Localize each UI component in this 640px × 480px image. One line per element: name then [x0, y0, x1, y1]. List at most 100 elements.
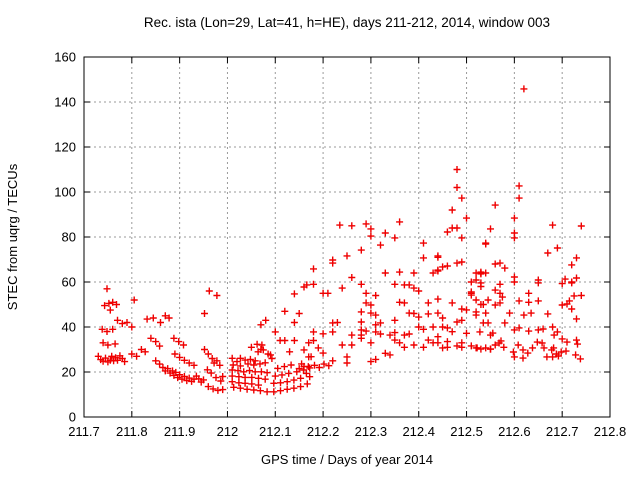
data-point-marker	[496, 299, 504, 307]
data-point-marker	[527, 309, 535, 317]
data-point-marker	[152, 338, 160, 346]
x-tick-label: 212.4	[402, 424, 435, 439]
data-point-marker	[200, 376, 207, 384]
data-point-marker	[515, 182, 523, 190]
data-point-marker	[415, 313, 423, 321]
data-point-marker	[236, 354, 244, 362]
data-point-marker	[562, 347, 570, 355]
data-point-marker	[396, 218, 404, 226]
data-point-marker	[391, 316, 399, 324]
data-point-marker	[553, 244, 561, 252]
data-point-marker	[348, 331, 356, 339]
x-tick-label: 212.1	[259, 424, 292, 439]
data-point-marker	[549, 221, 557, 229]
data-point-marker	[277, 379, 284, 387]
data-point-marker	[538, 339, 546, 347]
data-point-marker	[458, 258, 466, 266]
data-point-marker	[300, 362, 308, 370]
data-point-marker	[320, 360, 328, 368]
data-point-marker	[514, 341, 522, 349]
data-point-marker	[573, 315, 580, 323]
data-point-marker	[561, 275, 569, 283]
data-point-marker	[357, 308, 365, 316]
data-point-marker	[229, 361, 237, 369]
data-point-marker	[533, 338, 541, 346]
data-point-marker	[434, 253, 442, 261]
data-point-marker	[310, 280, 317, 288]
data-point-marker	[137, 346, 145, 353]
data-point-marker	[329, 328, 337, 336]
data-point-marker	[473, 344, 481, 352]
data-point-marker	[209, 385, 217, 393]
data-point-marker	[169, 367, 176, 375]
data-point-marker	[219, 373, 227, 380]
data-point-marker	[420, 325, 427, 333]
data-point-marker	[105, 299, 113, 307]
data-point-marker	[319, 349, 327, 357]
data-point-marker	[130, 296, 138, 304]
data-point-marker	[287, 361, 295, 369]
data-point-marker	[338, 341, 346, 349]
data-point-marker	[235, 373, 243, 381]
data-point-marker	[208, 355, 216, 362]
data-point-marker	[381, 229, 389, 237]
data-point-marker	[348, 341, 356, 349]
data-point-marker	[479, 301, 487, 308]
data-point-marker	[149, 314, 157, 322]
data-point-marker	[262, 316, 270, 324]
data-point-marker	[357, 280, 365, 288]
data-point-marker	[161, 312, 169, 320]
data-point-marker	[152, 357, 160, 365]
data-point-marker	[491, 260, 499, 268]
data-point-marker	[405, 281, 413, 289]
data-point-marker	[558, 335, 566, 343]
data-point-marker	[377, 330, 384, 338]
data-point-marker	[476, 328, 484, 336]
data-point-marker	[295, 365, 303, 373]
data-point-marker	[553, 328, 561, 336]
data-point-marker	[558, 280, 566, 288]
data-point-marker	[219, 386, 227, 394]
data-point-marker	[357, 318, 365, 326]
data-point-marker	[241, 373, 249, 381]
data-point-marker	[290, 337, 298, 344]
data-point-marker	[336, 221, 344, 229]
data-point-marker	[506, 309, 514, 317]
data-point-marker	[280, 363, 288, 371]
data-point-marker	[448, 206, 456, 214]
data-point-marker	[491, 341, 499, 349]
data-point-marker	[101, 302, 109, 310]
data-point-marker	[372, 328, 380, 336]
data-point-marker	[405, 330, 413, 338]
data-point-marker	[172, 368, 180, 376]
data-point-marker	[362, 220, 370, 228]
data-point-marker	[463, 214, 470, 222]
data-point-marker	[205, 287, 213, 295]
data-point-marker	[102, 354, 109, 362]
data-point-marker	[510, 326, 518, 334]
data-point-marker	[305, 339, 313, 347]
data-point-marker	[501, 264, 509, 272]
data-point-marker	[271, 328, 279, 336]
y-tick-labels: 0 20 40 60 80 100 120 140 160	[54, 50, 76, 425]
data-point-marker	[263, 388, 271, 396]
data-point-marker	[443, 324, 451, 332]
data-point-marker	[213, 292, 221, 299]
data-point-marker	[420, 239, 427, 247]
y-axis-label: STEC from uqrg / TECUs	[5, 163, 20, 310]
data-point-marker	[185, 359, 193, 367]
data-point-marker	[458, 316, 466, 324]
data-point-marker	[250, 386, 258, 394]
data-point-marker	[367, 225, 375, 233]
x-tick-label: 212	[217, 424, 239, 439]
data-point-marker	[367, 232, 375, 240]
data-point-marker	[103, 328, 111, 335]
data-point-marker	[103, 285, 111, 293]
data-point-marker	[443, 228, 451, 236]
data-point-marker	[573, 254, 580, 262]
x-axis-label: GPS time / Days of year 2014	[261, 452, 433, 467]
data-point-marker	[217, 377, 225, 385]
data-point-marker	[424, 310, 432, 318]
data-point-marker	[274, 364, 282, 372]
